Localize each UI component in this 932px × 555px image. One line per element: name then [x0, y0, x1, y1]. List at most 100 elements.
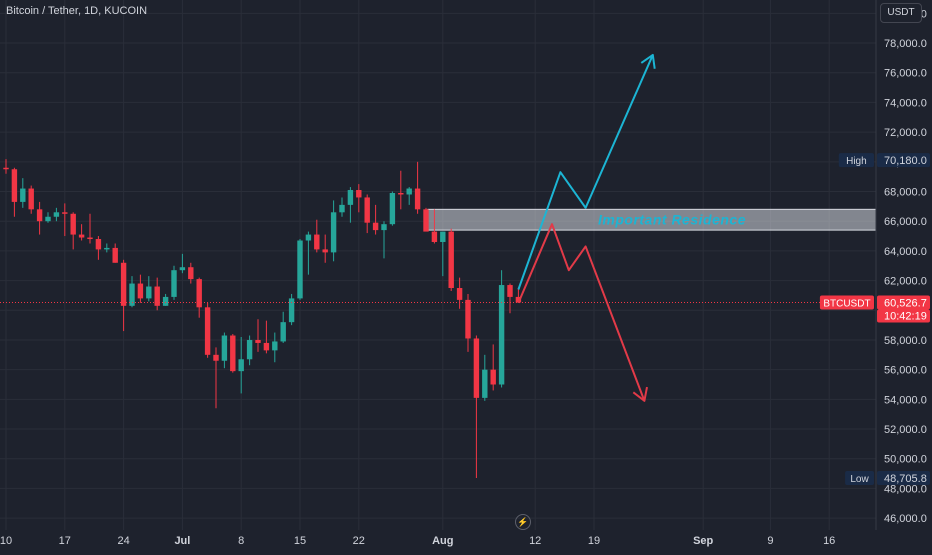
x-tick-label: 17 — [59, 535, 71, 547]
high-badge-label: High — [846, 156, 867, 167]
bearish-arrowhead — [632, 386, 648, 402]
candle-body[interactable] — [490, 369, 496, 385]
candle-body[interactable] — [137, 283, 144, 299]
low-badge-value: 48,705.8 — [884, 473, 927, 485]
candle-body[interactable] — [456, 288, 463, 300]
candle-body[interactable] — [213, 354, 219, 361]
y-tick-label: 56,000.0 — [884, 365, 927, 377]
candle-body[interactable] — [196, 279, 202, 308]
candle-body[interactable] — [62, 212, 68, 214]
candle-body[interactable] — [154, 286, 160, 306]
candle-body[interactable] — [104, 247, 110, 250]
candle-body[interactable] — [230, 335, 236, 372]
x-tick-label: 16 — [823, 535, 835, 547]
lightning-icon[interactable]: ⚡ — [515, 514, 531, 530]
candle-body[interactable] — [356, 190, 362, 198]
candle-body[interactable] — [498, 285, 505, 385]
candle-body[interactable] — [36, 209, 43, 222]
bullish-projection-path[interactable] — [517, 54, 654, 290]
candle-body[interactable] — [204, 307, 211, 355]
x-tick-label: 22 — [353, 535, 365, 547]
candle-body[interactable] — [423, 209, 429, 232]
y-tick-label: 64,000.0 — [884, 246, 927, 258]
last-price-badge-value-bg — [877, 295, 930, 310]
chart-header: Bitcoin / Tether, 1D, KUCOIN — [6, 5, 147, 17]
x-tick-label: 19 — [588, 535, 600, 547]
candle-body[interactable] — [364, 197, 370, 223]
high-badge-value: 70,180.0 — [884, 155, 927, 167]
x-tick-label: 10 — [0, 535, 12, 547]
candle-body[interactable] — [322, 249, 328, 253]
candle-body[interactable] — [246, 339, 253, 360]
candle-body[interactable] — [171, 270, 177, 297]
y-tick-label: 78,000.0 — [884, 38, 927, 50]
candle-body[interactable] — [120, 262, 127, 306]
candle-body[interactable] — [406, 188, 412, 195]
bearish-projection-path[interactable] — [517, 223, 646, 402]
candle-body[interactable] — [288, 298, 295, 323]
bullish-arrowhead — [640, 53, 656, 69]
candle-body[interactable] — [314, 234, 320, 250]
candle-body[interactable] — [448, 231, 454, 289]
candle-body[interactable] — [440, 231, 446, 242]
candle-body[interactable] — [515, 296, 522, 303]
candle-body[interactable] — [112, 247, 118, 263]
low-badge-value-bg — [877, 470, 930, 485]
candle-body[interactable] — [78, 234, 85, 238]
candle-body[interactable] — [188, 267, 194, 280]
y-tick-label: 54,000.0 — [884, 394, 927, 406]
y-tick-label: 66,000.0 — [884, 216, 927, 228]
candle-body[interactable] — [238, 359, 244, 372]
candle-body[interactable] — [431, 231, 438, 242]
candle-body[interactable] — [482, 369, 488, 398]
candle-body[interactable] — [263, 342, 270, 351]
low-badge-label: Low — [850, 474, 869, 485]
candle-body[interactable] — [179, 267, 186, 271]
candle-body[interactable] — [347, 190, 354, 205]
candle-body[interactable] — [95, 239, 102, 250]
candle-body[interactable] — [255, 339, 261, 343]
x-tick-label: 8 — [238, 535, 244, 547]
candle-body[interactable] — [414, 188, 421, 210]
last-price-badge-value: 60,526.7 — [884, 297, 927, 309]
candle-body[interactable] — [11, 169, 18, 202]
currency-button[interactable]: USDT — [880, 3, 922, 23]
candle-body[interactable] — [272, 341, 278, 351]
candle-body[interactable] — [129, 283, 135, 306]
candle-body[interactable] — [473, 338, 480, 398]
candle-body[interactable] — [280, 322, 286, 342]
y-tick-label: 72,000.0 — [884, 127, 927, 139]
resistance-zone-label: Important Residence — [598, 212, 746, 228]
candle-body[interactable] — [45, 216, 51, 222]
y-tick-label: 46,000.0 — [884, 513, 927, 525]
high-badge-value-bg — [877, 153, 930, 168]
candle-body[interactable] — [305, 234, 312, 241]
candle-body[interactable] — [162, 296, 169, 306]
candle-body[interactable] — [87, 237, 93, 240]
candle-body[interactable] — [28, 188, 34, 210]
candle-body[interactable] — [389, 192, 396, 225]
candle-body[interactable] — [3, 167, 9, 170]
countdown-timer: 10:42:19 — [884, 310, 927, 322]
y-tick-label: 68,000.0 — [884, 187, 927, 199]
candle-body[interactable] — [398, 192, 404, 195]
candle-body[interactable] — [53, 212, 60, 217]
candle-body[interactable] — [507, 285, 513, 297]
candle-body[interactable] — [221, 335, 228, 361]
candle-body[interactable] — [70, 213, 76, 235]
symbol-title: Bitcoin / Tether, 1D, KUCOIN — [6, 5, 148, 17]
candle-body[interactable] — [297, 240, 303, 299]
candle-body[interactable] — [465, 299, 471, 339]
candle-body[interactable] — [339, 204, 345, 213]
candle-body[interactable] — [146, 286, 152, 299]
candle-body[interactable] — [330, 212, 337, 253]
x-tick-label: Sep — [693, 535, 713, 547]
candle-body[interactable] — [372, 222, 379, 231]
last-price-badge-label-bg — [819, 295, 874, 310]
candle-body[interactable] — [381, 224, 387, 231]
candle-body[interactable] — [20, 188, 26, 202]
x-tick-label: Jul — [174, 535, 190, 547]
y-tick-label: 52,000.0 — [884, 424, 927, 436]
